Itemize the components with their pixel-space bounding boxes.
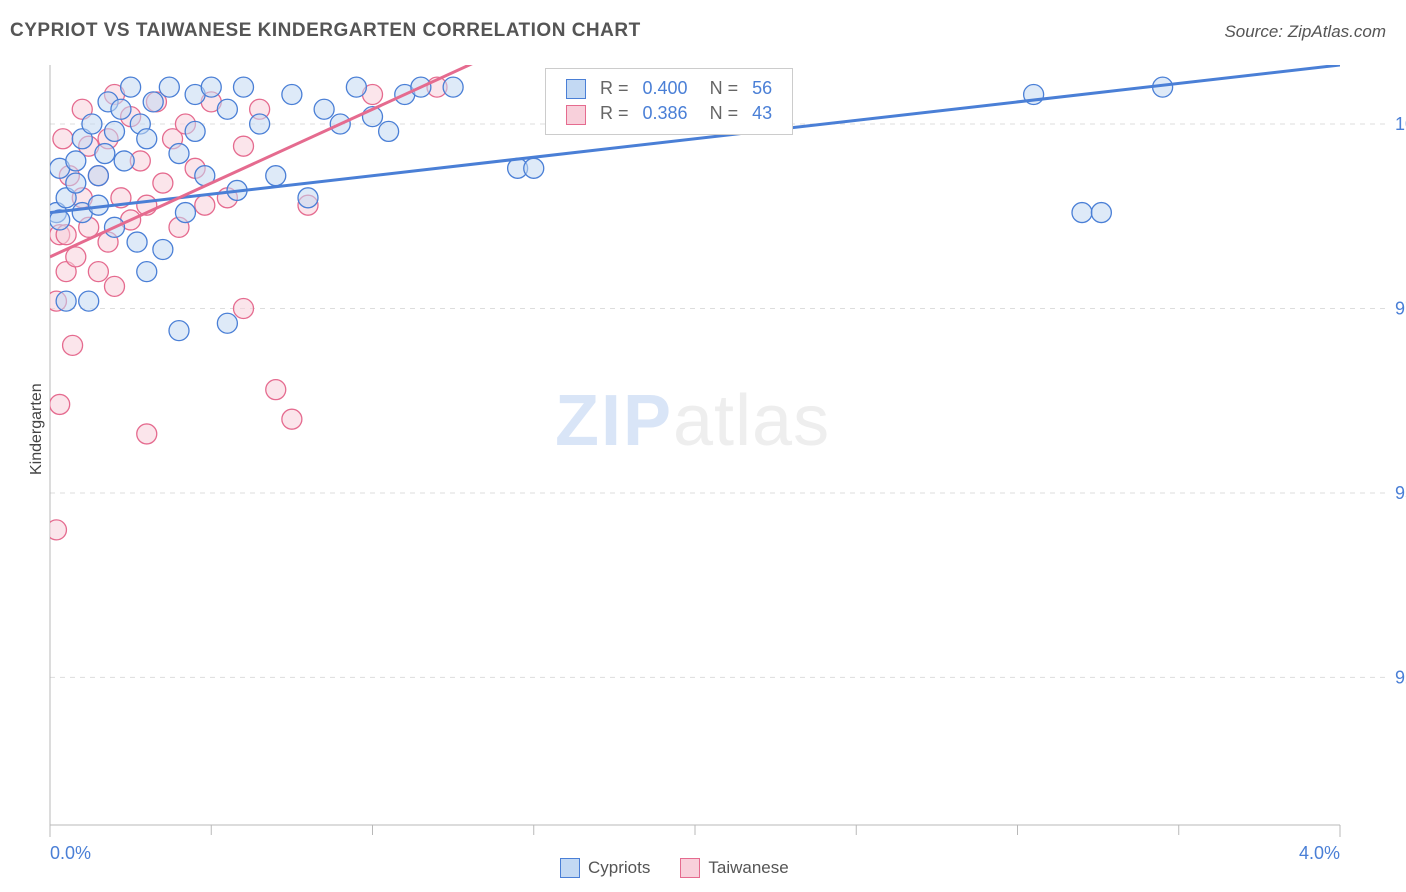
x-tick-label: 4.0%	[1299, 843, 1340, 863]
data-point	[1091, 203, 1111, 223]
y-tick-label: 95.0%	[1395, 483, 1406, 503]
data-point	[379, 121, 399, 141]
data-point	[153, 239, 173, 259]
r-label: R =	[594, 77, 635, 100]
data-point	[443, 77, 463, 97]
n-label: N =	[696, 102, 745, 125]
data-point	[346, 77, 366, 97]
data-point	[217, 313, 237, 333]
data-point	[234, 136, 254, 156]
series-legend: Cypriots Taiwanese	[560, 858, 789, 878]
n-value: 43	[746, 102, 778, 125]
data-point	[234, 77, 254, 97]
data-point	[143, 92, 163, 112]
legend-label: Cypriots	[588, 858, 650, 878]
data-point	[66, 173, 86, 193]
data-point	[79, 291, 99, 311]
data-point	[169, 144, 189, 164]
data-point	[137, 424, 157, 444]
data-point	[298, 188, 318, 208]
stats-legend-box: R =0.400N =56R =0.386N =43	[545, 68, 793, 135]
data-point	[127, 232, 147, 252]
data-point	[282, 409, 302, 429]
legend-swatch	[566, 79, 586, 99]
data-point	[56, 291, 76, 311]
n-label: N =	[696, 77, 745, 100]
data-point	[88, 262, 108, 282]
data-point	[159, 77, 179, 97]
data-point	[46, 520, 66, 540]
data-point	[121, 77, 141, 97]
data-point	[201, 77, 221, 97]
data-point	[137, 129, 157, 149]
data-point	[82, 114, 102, 134]
data-point	[111, 99, 131, 119]
data-point	[50, 394, 70, 414]
legend-item: Taiwanese	[680, 858, 788, 878]
legend-item: Cypriots	[560, 858, 650, 878]
data-point	[53, 129, 73, 149]
data-point	[266, 380, 286, 400]
data-point	[66, 151, 86, 171]
data-point	[282, 85, 302, 105]
data-point	[105, 276, 125, 296]
data-point	[217, 99, 237, 119]
r-value: 0.386	[637, 102, 694, 125]
y-tick-label: 92.5%	[1395, 667, 1406, 687]
data-point	[234, 298, 254, 318]
trend-line	[50, 35, 534, 256]
data-point	[1072, 203, 1092, 223]
r-label: R =	[594, 102, 635, 125]
data-point	[250, 114, 270, 134]
data-point	[185, 121, 205, 141]
data-point	[266, 166, 286, 186]
data-point	[95, 144, 115, 164]
data-point	[524, 158, 544, 178]
legend-swatch	[560, 858, 580, 878]
n-value: 56	[746, 77, 778, 100]
data-point	[88, 166, 108, 186]
data-point	[114, 151, 134, 171]
data-point	[195, 195, 215, 215]
y-tick-label: 100.0%	[1395, 114, 1406, 134]
data-point	[63, 335, 83, 355]
stats-legend-row: R =0.400N =56	[560, 77, 778, 100]
data-point	[153, 173, 173, 193]
r-value: 0.400	[637, 77, 694, 100]
y-tick-label: 97.5%	[1395, 298, 1406, 318]
x-tick-label: 0.0%	[50, 843, 91, 863]
data-point	[137, 262, 157, 282]
data-point	[105, 121, 125, 141]
stats-legend-row: R =0.386N =43	[560, 102, 778, 125]
data-point	[169, 321, 189, 341]
legend-label: Taiwanese	[708, 858, 788, 878]
data-point	[314, 99, 334, 119]
data-point	[175, 203, 195, 223]
legend-swatch	[566, 105, 586, 125]
legend-swatch	[680, 858, 700, 878]
